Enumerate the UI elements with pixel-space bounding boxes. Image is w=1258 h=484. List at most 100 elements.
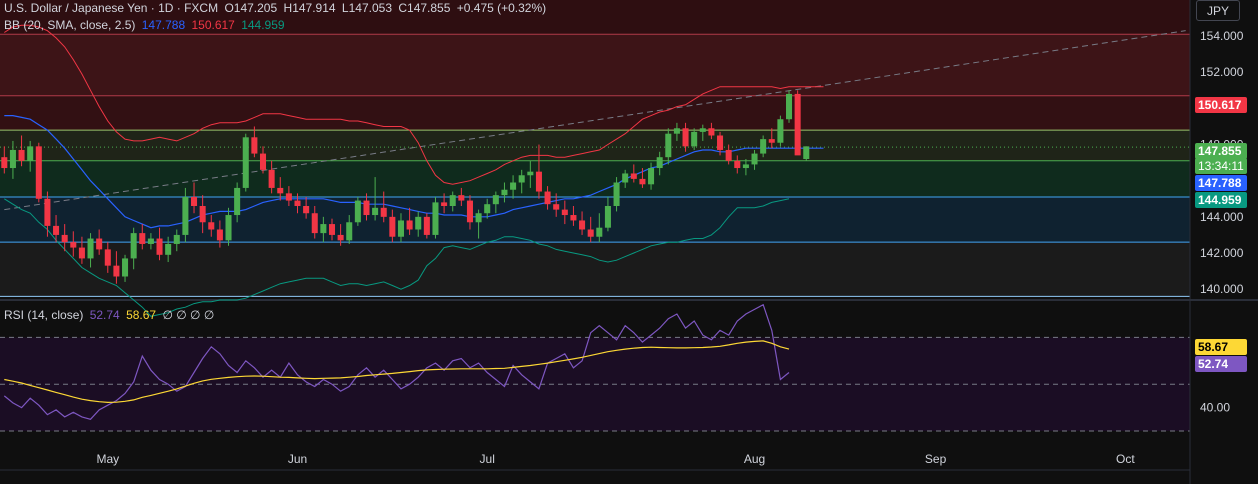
- candle-body: [449, 195, 456, 206]
- candle-body: [527, 171, 534, 176]
- price-zone-fill-top: [0, 0, 1190, 35]
- candle-body: [397, 220, 404, 237]
- rsi-badge: 52.74: [1195, 356, 1247, 372]
- candle-body: [734, 160, 741, 169]
- open-label: O: [224, 1, 234, 15]
- bb-upper-value: 150.617: [191, 18, 235, 32]
- candle-body: [337, 234, 344, 241]
- candle-body: [665, 133, 672, 158]
- bb-legend: BB (20, SMA, close, 2.5) 147.788 150.617…: [4, 18, 288, 32]
- candle-body: [165, 243, 172, 255]
- candle-body: [466, 200, 473, 223]
- rsi-ma-badge: 58.67: [1195, 339, 1247, 355]
- candle-body: [484, 204, 491, 214]
- candle-body: [510, 182, 517, 190]
- candle-body: [182, 196, 189, 235]
- high-label: H: [283, 1, 293, 15]
- candle-body: [87, 238, 94, 259]
- price-tick-label: 144.000: [1200, 210, 1244, 224]
- candle-body: [553, 204, 560, 210]
- candle-body: [441, 202, 448, 206]
- candle-body: [751, 153, 758, 165]
- candle-body: [406, 220, 413, 230]
- price-zone-fill: [0, 160, 1190, 197]
- price-zone-fill: [0, 95, 1190, 131]
- candle-body: [225, 215, 232, 241]
- rsi-tick-label: 40.00: [1200, 401, 1230, 415]
- candle-body: [803, 146, 810, 159]
- price-tick-label: 154.000: [1200, 29, 1244, 43]
- candle-body: [544, 191, 551, 205]
- candle-body: [639, 178, 646, 185]
- bb-lower-badge: 144.959: [1195, 192, 1247, 208]
- candle-body: [691, 131, 698, 147]
- candle-body: [303, 206, 310, 214]
- candle-body: [113, 265, 120, 277]
- candle-body: [596, 227, 603, 237]
- candle-body: [18, 149, 25, 161]
- candle-body: [475, 213, 482, 223]
- candle-body: [579, 220, 586, 230]
- candle-body: [777, 119, 784, 143]
- candle-body: [328, 224, 336, 235]
- close-value: 147.855: [407, 1, 451, 15]
- candle-body: [311, 213, 318, 234]
- candle-body: [389, 216, 396, 237]
- currency-button[interactable]: JPY: [1196, 0, 1240, 21]
- candle-body: [53, 225, 60, 235]
- trendline: [4, 30, 1186, 211]
- candle-body: [786, 93, 793, 120]
- time-axis-label: Oct: [1116, 452, 1135, 466]
- candle-body: [44, 198, 51, 226]
- time-axis-label: Jul: [480, 452, 495, 466]
- candle-body: [70, 242, 77, 248]
- rsi-label: RSI (14, close): [4, 308, 84, 322]
- bb-lower-value: 144.959: [241, 18, 285, 32]
- candle-body: [234, 187, 241, 216]
- candle-body: [535, 171, 542, 192]
- price-tick-label: 152.000: [1200, 65, 1244, 79]
- candle-body: [294, 200, 301, 206]
- candle-body: [561, 209, 568, 216]
- candle-body: [708, 128, 715, 136]
- price-zone-fill: [0, 196, 1190, 243]
- candle-body: [768, 139, 775, 143]
- time-axis-label: Jun: [288, 452, 307, 466]
- candle-body: [27, 146, 34, 161]
- time-axis-label: Aug: [744, 452, 765, 466]
- candle-body: [122, 258, 129, 277]
- high-value: 147.914: [292, 1, 336, 15]
- candle-body: [259, 153, 267, 170]
- candle-body: [570, 215, 577, 221]
- candle-body: [415, 216, 422, 230]
- rsi-ma-legend-value: 58.67: [126, 308, 157, 322]
- rsi-extra-values: ∅ ∅ ∅ ∅: [162, 308, 215, 322]
- candle-body: [656, 157, 663, 169]
- price-zone-fill: [0, 34, 1190, 96]
- candle-body: [742, 164, 749, 169]
- candle-body: [35, 146, 42, 199]
- time-axis-label: Sep: [925, 452, 947, 466]
- candle-body: [268, 169, 275, 188]
- change-value: +0.475 (+0.32%): [456, 1, 547, 15]
- candle-body: [760, 139, 767, 154]
- close-label: C: [398, 1, 408, 15]
- bb-upper-badge: 150.617: [1195, 97, 1247, 113]
- candle-body: [518, 175, 525, 183]
- candle-body: [191, 196, 198, 206]
- time-axis-label: May: [96, 452, 119, 466]
- candle-body: [346, 222, 353, 241]
- candle-body: [699, 128, 706, 132]
- candle-body: [492, 195, 499, 205]
- candle-body: [432, 202, 439, 235]
- candle-body: [648, 168, 655, 185]
- candle-body: [216, 229, 223, 241]
- candle-body: [423, 216, 430, 235]
- candle-body: [794, 93, 801, 156]
- bb-upper-line: [4, 24, 824, 185]
- candle-body: [604, 206, 611, 228]
- candle-body: [242, 137, 249, 188]
- candle-body: [725, 149, 732, 161]
- candle-body: [78, 247, 85, 259]
